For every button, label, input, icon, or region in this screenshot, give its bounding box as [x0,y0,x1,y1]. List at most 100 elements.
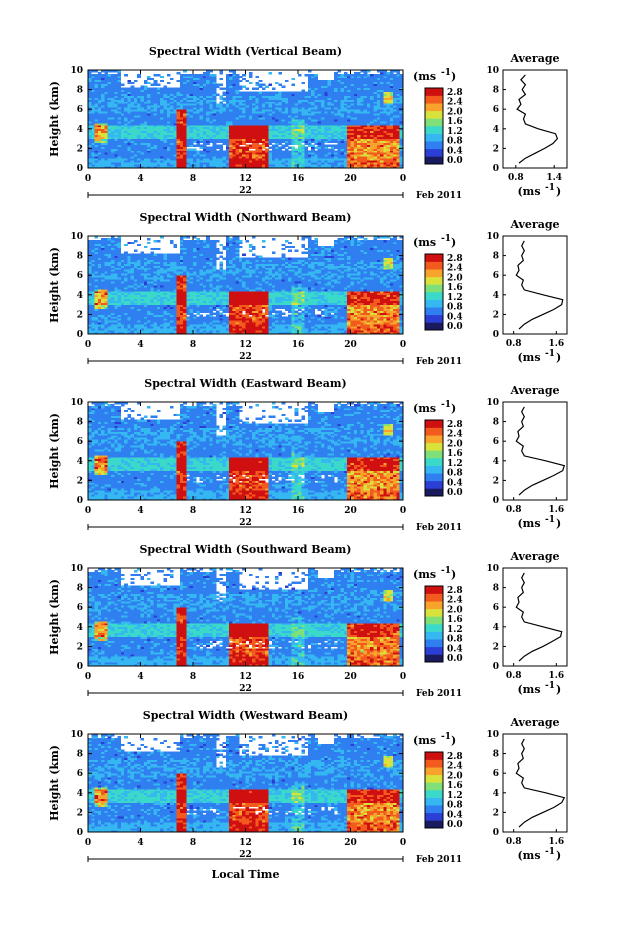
heatmap-cell [101,142,105,145]
heatmap-cell [94,158,99,161]
heatmap-cell [183,81,187,85]
heatmap-cell [183,152,187,155]
heatmap-cell [196,115,200,118]
heatmap-cell [170,107,174,110]
heatmap-cell [140,136,145,139]
heatmap-cell [186,85,191,89]
heatmap-cell [130,138,135,141]
heatmap-cell [153,103,158,106]
heatmap-cell [117,124,122,128]
heatmap-cell [268,150,273,153]
heatmap-cell [202,142,207,145]
heatmap-cell [91,144,95,147]
heatmap-cell [202,117,207,120]
heatmap-cell [173,89,177,92]
heatmap-cell [150,105,155,108]
heatmap-cell [133,105,138,108]
y-tick-label: 4 [77,125,83,135]
heatmap-cell [124,144,128,147]
heatmap-cell [88,97,92,100]
heatmap-cell [130,107,135,110]
heatmap-cell [215,103,220,106]
heatmap-cell [202,120,207,124]
heatmap-cell [114,115,118,118]
heatmap-cell [120,122,125,126]
heatmap-cell [117,160,122,163]
heatmap-cell [222,91,227,94]
heatmap-cell [156,156,161,159]
heatmap-cell [199,75,204,79]
colorbar-swatch [425,110,443,119]
heatmap-cell [143,148,148,151]
heatmap-cell [147,115,151,118]
heatmap-cell [137,101,141,104]
heatmap-cell [170,99,174,102]
heatmap-cell [222,103,227,106]
heatmap-cell [212,128,217,132]
heatmap-cell [133,101,138,104]
heatmap-cell [173,101,177,104]
heatmap-cell [350,73,355,77]
heatmap-cell [186,160,191,163]
heatmap-cell [110,162,115,165]
heatmap-cell [179,156,184,159]
heatmap-cell [94,146,99,149]
heatmap-cell [163,91,168,94]
heatmap-cell [88,146,92,149]
heatmap-cell [212,146,217,149]
heatmap-cell [163,122,168,126]
heatmap-cell [156,119,161,122]
heatmap-cell [156,89,161,92]
heatmap-cell [120,166,125,169]
heatmap-cell [183,164,187,167]
average-profile-line [516,74,559,164]
heatmap-cell [94,89,99,92]
heatmap-cell [255,81,260,85]
heatmap-cell [179,166,184,169]
heatmap-cell [215,138,220,141]
colorbar-unit-exp: -1 [441,68,451,78]
heatmap-cell [202,85,207,89]
heatmap-cell [176,122,181,126]
heatmap-cell [117,134,122,138]
heatmap-cell [133,136,138,139]
heatmap-cell [183,75,187,79]
heatmap-cell [153,95,158,98]
heatmap-cell [127,126,132,130]
heatmap-cell [202,162,207,165]
heatmap-cell [202,73,207,77]
heatmap-cell [114,89,118,92]
heatmap-cell [97,79,102,83]
heatmap-cell [143,117,148,120]
heatmap-cell [153,73,158,77]
heatmap-cell [209,111,214,114]
heatmap-cell [143,126,148,130]
heatmap-cell [147,152,151,155]
heatmap-cell [212,85,217,89]
heatmap-cell [156,122,161,126]
heatmap-cell [166,132,171,136]
heatmap-cell [196,91,200,94]
heatmap-cell [124,107,128,110]
colorbar-tick-label: 1.6 [447,117,463,127]
heatmap-cell [193,75,197,79]
heatmap-cell [137,142,141,145]
heatmap-cell [278,91,282,94]
heatmap-cell [186,79,191,83]
heatmap-cell [117,148,122,151]
heatmap-cell [196,101,200,104]
heatmap-cell [88,101,92,104]
heatmap-cell [97,113,102,116]
heatmap-cell [124,99,128,102]
heatmap-cell [179,83,184,87]
heatmap-cell [206,134,210,138]
heatmap-cell [97,115,102,118]
heatmap-cell [199,77,204,81]
heatmap-cell [127,130,132,134]
heatmap-cell [176,166,181,169]
heatmap-cell [173,156,177,159]
heatmap-cell [170,117,174,120]
heatmap-cell [176,103,181,106]
heatmap-cell [202,99,207,102]
heatmap-cell [153,132,158,136]
